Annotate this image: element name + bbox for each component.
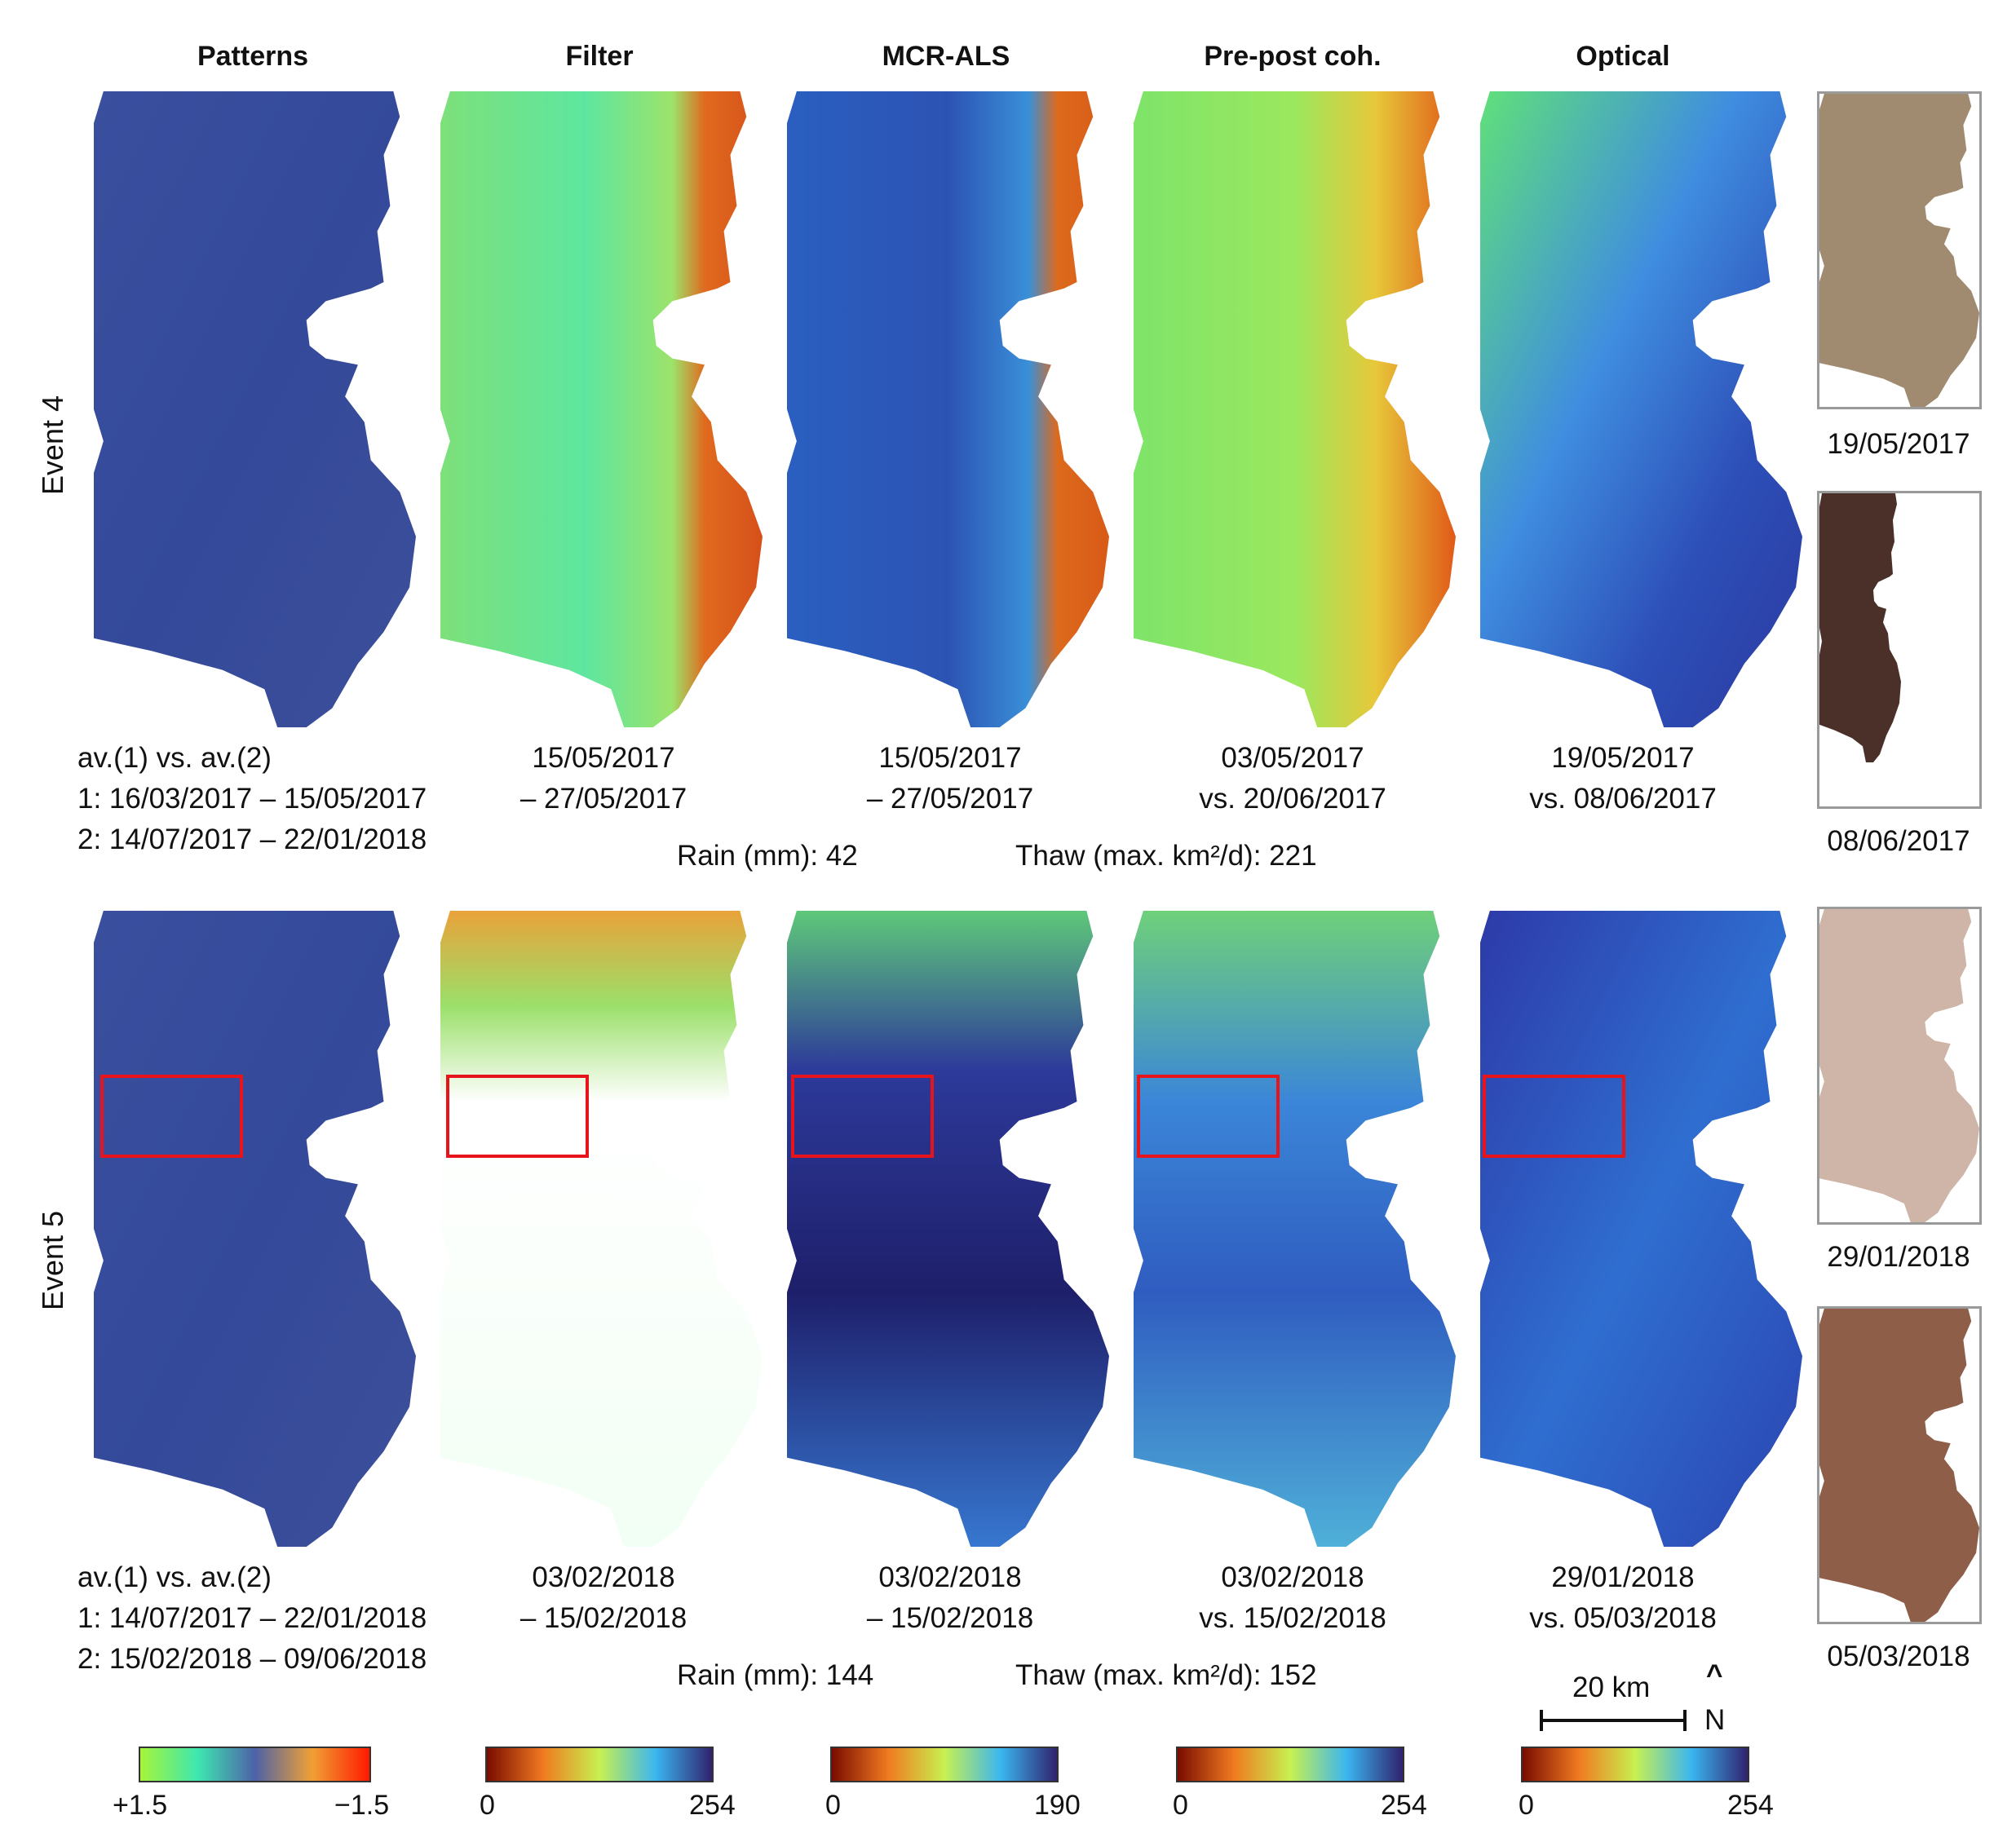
scalebar-label: 20 km	[1572, 1672, 1651, 1703]
colorbar-filter	[485, 1747, 714, 1782]
scalebar	[1540, 1710, 1687, 1731]
caption-event5-optical: 29/01/2018 vs. 05/03/2018	[1529, 1561, 1717, 1634]
row-label-event-5: Event 5	[36, 1210, 69, 1311]
colorbar-optical-min: 0	[1519, 1790, 1534, 1821]
thaw-event4: Thaw (max. km²/d): 221	[1015, 840, 1317, 872]
north-label: N	[1704, 1704, 1726, 1736]
colorbar-filter-min: 0	[480, 1790, 495, 1821]
rain-event4: Rain (mm): 42	[677, 840, 858, 872]
map-event4-optical	[1480, 91, 1802, 727]
caption-event4-mcr-als: 15/05/2017 – 27/05/2017	[866, 742, 1034, 815]
column-header-mcr-als: MCR-ALS	[882, 41, 1010, 72]
colorbar-patterns-min: +1.5	[113, 1790, 168, 1821]
caption-event5-filter: 03/02/2018 – 15/02/2018	[519, 1561, 687, 1634]
thumbnail-event5-pre	[1817, 907, 1982, 1225]
column-header-pre-post-coh: Pre-post coh.	[1204, 41, 1382, 72]
highlight-box-patterns	[100, 1075, 243, 1158]
map-event5-optical	[1480, 911, 1802, 1547]
thumbnail-date: 08/06/2017	[1827, 825, 1970, 857]
row-label-event-4: Event 4	[36, 395, 69, 496]
caption-event4-filter: 15/05/2017 – 27/05/2017	[519, 742, 687, 815]
thaw-event5: Thaw (max. km²/d): 152	[1015, 1659, 1317, 1691]
colorbar-mcr-als-max: 190	[1034, 1790, 1081, 1821]
colorbar-patterns	[139, 1747, 371, 1782]
column-header-filter: Filter	[565, 41, 634, 72]
caption-event4-patterns: av.(1) vs. av.(2) 1: 16/03/2017 – 15/05/…	[77, 742, 427, 855]
colorbar-mcr-als-min: 0	[825, 1790, 841, 1821]
column-header-patterns: Patterns	[197, 41, 309, 72]
colorbar-optical	[1521, 1747, 1749, 1782]
thumbnail-date: 19/05/2017	[1827, 428, 1970, 460]
map-event4-patterns	[94, 91, 416, 727]
thumbnail-event5-post	[1817, 1306, 1982, 1624]
column-header-optical: Optical	[1576, 41, 1670, 72]
colorbar-optical-max: 254	[1727, 1790, 1774, 1821]
caption-event5-pre-post-coh: 03/02/2018 vs. 15/02/2018	[1199, 1561, 1386, 1634]
colorbar-pre-post-coh-min: 0	[1173, 1790, 1188, 1821]
map-event4-pre-post-coh	[1134, 91, 1456, 727]
map-event4-filter	[440, 91, 763, 727]
caption-event5-mcr-als: 03/02/2018 – 15/02/2018	[866, 1561, 1034, 1634]
map-event5-mcr-als	[787, 911, 1109, 1547]
rain-event5: Rain (mm): 144	[677, 1659, 874, 1691]
highlight-box-pre-post-coh	[1137, 1075, 1280, 1158]
thumbnail-date: 29/01/2018	[1827, 1241, 1970, 1273]
colorbar-pre-post-coh-max: 254	[1381, 1790, 1427, 1821]
caption-event5-patterns: av.(1) vs. av.(2) 1: 14/07/2017 – 22/01/…	[77, 1561, 427, 1675]
colorbar-filter-max: 254	[689, 1790, 736, 1821]
highlight-box-filter	[446, 1075, 589, 1158]
caption-event4-optical: 19/05/2017 vs. 08/06/2017	[1529, 742, 1717, 815]
thumbnail-date: 05/03/2018	[1827, 1641, 1970, 1672]
map-event5-filter	[440, 911, 763, 1547]
caption-event4-pre-post-coh: 03/05/2017 vs. 20/06/2017	[1199, 742, 1386, 815]
highlight-box-optical	[1483, 1075, 1625, 1158]
north-arrow-icon: ^	[1706, 1659, 1723, 1691]
map-event4-mcr-als	[787, 91, 1109, 727]
map-event5-patterns	[94, 911, 416, 1547]
highlight-box-mcr-als	[791, 1075, 934, 1158]
colorbar-pre-post-coh	[1176, 1747, 1404, 1782]
thumbnail-event4-post	[1817, 491, 1982, 809]
colorbar-mcr-als	[830, 1747, 1059, 1782]
map-event5-pre-post-coh	[1134, 911, 1456, 1547]
colorbar-patterns-max: −1.5	[334, 1790, 390, 1821]
thumbnail-event4-pre	[1817, 91, 1982, 409]
